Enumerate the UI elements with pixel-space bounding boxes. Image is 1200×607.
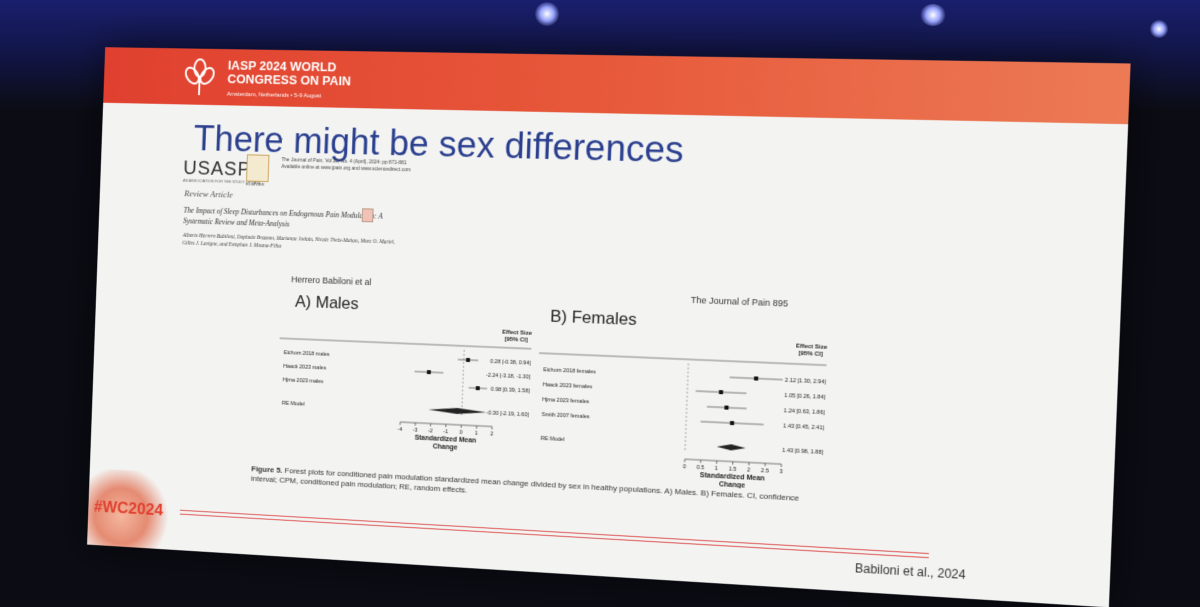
elsevier-label: ELSEVIER: [246, 181, 265, 187]
zero-reference-line: [685, 363, 688, 451]
footer-divider: [180, 510, 929, 554]
study-label: Hjrna 2023 females: [542, 397, 590, 405]
paper-title: The Impact of Sleep Disturbances on Endo…: [183, 205, 410, 233]
crossmark-icon: [362, 208, 374, 222]
study-label: Hjrna 2023 males: [283, 377, 324, 385]
projection-screen: IASP 2024 WORLD CONGRESS ON PAIN Amsterd…: [87, 47, 1131, 607]
x-tick-label: 2.5: [761, 468, 769, 475]
summary-diamond: [428, 407, 486, 416]
top-rule: [280, 338, 532, 349]
x-tick-label: 2: [747, 467, 750, 473]
x-tick-label: 3: [779, 469, 782, 475]
iasp-logo-icon: [180, 56, 219, 97]
effect-size-value: -2.24 [-3.18, -1.30]: [486, 373, 531, 381]
elsevier-logo-icon: [246, 154, 269, 182]
summary-label: RE Model: [282, 401, 305, 408]
ceiling-light: [1150, 20, 1168, 38]
x-axis-label: Change: [433, 443, 458, 451]
footer-divider: [180, 514, 929, 559]
x-tick-label: 0: [683, 464, 686, 470]
study-label: Haack 2023 females: [543, 382, 593, 390]
study-label: Eichorn 2018 males: [284, 350, 330, 358]
x-axis-label: Change: [719, 481, 746, 490]
x-tick-label: -3: [413, 427, 418, 433]
slide-citation: Babiloni et al., 2024: [855, 561, 966, 582]
study-label: Eichorn 2018 females: [543, 367, 596, 375]
x-tick-label: -4: [397, 427, 402, 433]
x-tick-label: 1: [715, 466, 718, 472]
effect-size-value: 0.28 [-0.38, 0.94]: [490, 359, 531, 367]
effect-size-value: 1.24 [0.63, 1.86]: [784, 408, 826, 416]
caption-label: Figure 5.: [251, 464, 283, 474]
effect-size-value: 1.05 [0.26, 1.84]: [784, 393, 826, 401]
estimate-marker: [466, 358, 470, 362]
x-tick-label: 1.5: [729, 466, 737, 473]
ceiling-light: [535, 2, 559, 26]
forest-plot-males: Effect Size[95% CI]Eichorn 2018 males0.2…: [275, 311, 540, 470]
summary-value: 1.43 [0.98, 1.88]: [782, 448, 824, 456]
study-label: Haack 2023 males: [283, 364, 326, 372]
summary-diamond: [717, 444, 746, 452]
congress-subtitle: Amsterdam, Netherlands • 5-9 August: [227, 88, 351, 104]
congress-title-line2: CONGRESS ON PAIN: [227, 71, 351, 88]
x-tick-label: 1: [475, 431, 478, 437]
estimate-marker: [427, 370, 431, 374]
estimate-marker: [476, 386, 480, 390]
effect-size-value: 1.43 [0.45, 2.41]: [783, 423, 825, 431]
hashtag: #WC2024: [94, 497, 164, 520]
estimate-marker: [724, 405, 728, 409]
x-tick-label: 0.5: [696, 465, 704, 472]
running-head: Herrero Babiloni et al: [291, 274, 372, 287]
estimate-marker: [730, 421, 734, 425]
effect-size-value: 0.98 [0.39, 1.58]: [491, 387, 531, 395]
study-label: Smith 2007 females: [541, 412, 589, 420]
x-tick-label: 2: [490, 431, 493, 437]
journal-header: The Journal of Pain 895: [691, 295, 789, 309]
summary-label: RE Model: [541, 436, 565, 443]
ceiling-light: [920, 4, 946, 26]
effect-size-ci-header: [95% CI]: [798, 351, 823, 358]
forest-plot-females: Effect Size[95% CI]Eichorn 2018 females2…: [534, 323, 833, 493]
panel-a-label: A) Males: [295, 292, 359, 314]
x-tick-label: 0: [459, 430, 462, 436]
article-type: Review Article: [184, 188, 233, 199]
top-rule: [539, 353, 826, 365]
estimate-marker: [719, 390, 723, 394]
effect-size-value: 2.12 [1.30, 2.94]: [785, 378, 827, 386]
estimate-marker: [754, 376, 758, 380]
paper-authors: Alberto Herrero Babiloni, Daphnée Brazea…: [182, 232, 409, 255]
x-tick-label: -1: [443, 429, 448, 435]
summary-value: -0.30 [-2.19, 1.60]: [486, 410, 529, 418]
x-tick-label: -2: [428, 428, 433, 434]
effect-size-ci-header: [95% CI]: [504, 337, 527, 344]
congress-title: IASP 2024 WORLD CONGRESS ON PAIN Amsterd…: [227, 59, 352, 104]
